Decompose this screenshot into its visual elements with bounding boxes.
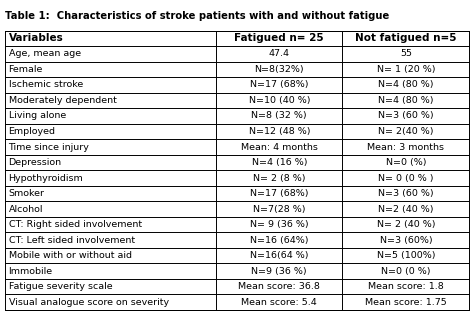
Text: N=16 (64%): N=16 (64%) bbox=[250, 236, 309, 244]
Text: N= 1 (20 %): N= 1 (20 %) bbox=[377, 65, 435, 74]
Text: N=3 (60%): N=3 (60%) bbox=[380, 236, 432, 244]
Text: Mobile with or without aid: Mobile with or without aid bbox=[9, 251, 131, 260]
Text: N=17 (68%): N=17 (68%) bbox=[250, 80, 309, 90]
Text: N=0 (%): N=0 (%) bbox=[386, 158, 426, 167]
Text: Mean score: 36.8: Mean score: 36.8 bbox=[238, 282, 320, 291]
Text: N=0 (0 %): N=0 (0 %) bbox=[381, 267, 430, 275]
Text: N=12 (48 %): N=12 (48 %) bbox=[248, 127, 310, 136]
Text: Ischemic stroke: Ischemic stroke bbox=[9, 80, 83, 90]
Text: CT: Right sided involvement: CT: Right sided involvement bbox=[9, 220, 142, 229]
Text: N= 2 (8 %): N= 2 (8 %) bbox=[253, 173, 306, 182]
Text: N=5 (100%): N=5 (100%) bbox=[377, 251, 435, 260]
Text: 47.4: 47.4 bbox=[269, 49, 290, 59]
Text: N= 0 (0 % ): N= 0 (0 % ) bbox=[378, 173, 434, 182]
Text: N=2 (40 %): N=2 (40 %) bbox=[378, 205, 434, 213]
Text: Time since injury: Time since injury bbox=[9, 142, 90, 151]
Text: N=10 (40 %): N=10 (40 %) bbox=[248, 96, 310, 105]
Text: Not fatigued n=5: Not fatigued n=5 bbox=[355, 33, 456, 44]
Text: N=3 (60 %): N=3 (60 %) bbox=[378, 111, 434, 121]
Text: N=8 (32 %): N=8 (32 %) bbox=[252, 111, 307, 121]
Text: Employed: Employed bbox=[9, 127, 55, 136]
Text: N=4 (16 %): N=4 (16 %) bbox=[252, 158, 307, 167]
Text: Age, mean age: Age, mean age bbox=[9, 49, 81, 59]
Text: Mean score: 1.75: Mean score: 1.75 bbox=[365, 298, 447, 307]
Text: Female: Female bbox=[9, 65, 43, 74]
Text: N=17 (68%): N=17 (68%) bbox=[250, 189, 309, 198]
Text: 55: 55 bbox=[400, 49, 412, 59]
Text: N=4 (80 %): N=4 (80 %) bbox=[378, 80, 434, 90]
Text: Variables: Variables bbox=[9, 33, 64, 44]
Text: N= 2 (40 %): N= 2 (40 %) bbox=[377, 220, 435, 229]
Text: CT: Left sided involvement: CT: Left sided involvement bbox=[9, 236, 135, 244]
Text: N=3 (60 %): N=3 (60 %) bbox=[378, 189, 434, 198]
Text: Mean score: 1.8: Mean score: 1.8 bbox=[368, 282, 444, 291]
Text: N=7(28 %): N=7(28 %) bbox=[253, 205, 306, 213]
Text: N=9 (36 %): N=9 (36 %) bbox=[252, 267, 307, 275]
Text: Moderately dependent: Moderately dependent bbox=[9, 96, 117, 105]
Text: Depression: Depression bbox=[9, 158, 62, 167]
Text: Fatigued n= 25: Fatigued n= 25 bbox=[235, 33, 324, 44]
Text: Alcohol: Alcohol bbox=[9, 205, 43, 213]
Text: Visual analogue score on severity: Visual analogue score on severity bbox=[9, 298, 169, 307]
Text: Living alone: Living alone bbox=[9, 111, 66, 121]
Text: N= 2(40 %): N= 2(40 %) bbox=[378, 127, 434, 136]
Text: N=8(32%): N=8(32%) bbox=[255, 65, 304, 74]
Text: N=4 (80 %): N=4 (80 %) bbox=[378, 96, 434, 105]
Text: Mean: 4 months: Mean: 4 months bbox=[241, 142, 318, 151]
Text: Immobile: Immobile bbox=[9, 267, 53, 275]
Text: Mean score: 5.4: Mean score: 5.4 bbox=[241, 298, 317, 307]
Text: N= 9 (36 %): N= 9 (36 %) bbox=[250, 220, 309, 229]
Text: Smoker: Smoker bbox=[9, 189, 45, 198]
Text: Mean: 3 months: Mean: 3 months bbox=[367, 142, 444, 151]
Text: Hypothyroidism: Hypothyroidism bbox=[9, 173, 83, 182]
Text: N=16(64 %): N=16(64 %) bbox=[250, 251, 309, 260]
Text: Fatigue severity scale: Fatigue severity scale bbox=[9, 282, 112, 291]
Text: Table 1:  Characteristics of stroke patients with and without fatigue: Table 1: Characteristics of stroke patie… bbox=[5, 11, 389, 21]
